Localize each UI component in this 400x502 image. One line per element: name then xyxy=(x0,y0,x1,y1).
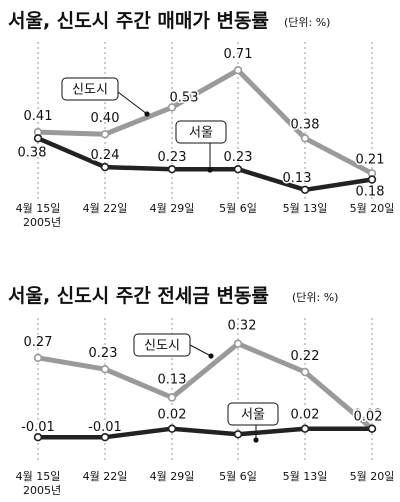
data-label: 0.18 xyxy=(356,185,385,200)
x-tick-label: 5월 20일 xyxy=(350,469,395,483)
x-axis-year: 2005년 xyxy=(23,484,61,497)
data-label: 0.53 xyxy=(170,90,199,105)
data-point xyxy=(100,365,110,374)
data-point xyxy=(300,134,310,143)
series-callout: 신도시 xyxy=(61,77,150,117)
data-point xyxy=(300,367,310,377)
chart-title: 서울, 신도시 주간 매매가 변동률 xyxy=(8,10,269,32)
data-labels: 0.41 0.40 0.53 0.71 0.38 0.21 0.38 0.24 0.23 0.23… xyxy=(16,46,386,201)
data-point xyxy=(167,393,177,402)
series-callout: 서울 xyxy=(175,120,227,173)
series-callout: 신도시 xyxy=(133,333,214,359)
x-tick-label: 4월 22일 xyxy=(83,201,128,215)
data-point xyxy=(100,130,110,139)
x-tick-label: 5월 13일 xyxy=(283,469,328,483)
x-tick-label: 5월 20일 xyxy=(350,201,395,215)
data-point xyxy=(367,424,377,433)
data-point xyxy=(233,65,243,75)
x-tick-label: 5월 6일 xyxy=(219,469,257,483)
chart-title: 서울, 신도시 주간 전세금 변동률 xyxy=(8,285,269,307)
series-line-0 xyxy=(35,341,375,432)
callout-box xyxy=(227,402,279,426)
series-line-1 xyxy=(35,136,375,193)
x-tick-label: 4월 29일 xyxy=(150,201,195,215)
callout-box xyxy=(175,120,227,144)
data-label: 0.38 xyxy=(18,145,47,160)
data-point xyxy=(233,430,243,439)
data-point xyxy=(233,339,243,348)
x-tick-label: 4월 15일 xyxy=(16,469,61,483)
data-point xyxy=(100,433,110,442)
series-lines xyxy=(35,67,375,193)
data-label: 0.32 xyxy=(228,319,257,334)
grid xyxy=(37,318,373,462)
series-name-label: 서울 xyxy=(241,408,265,423)
data-label: 0.02 xyxy=(158,408,187,423)
data-point xyxy=(167,424,177,433)
chart-sale-price: 서울, 신도시 주간 매매가 변동률 (단위: %) 0.41 0.400.530… xyxy=(8,10,394,229)
data-point xyxy=(167,103,177,112)
data-point xyxy=(33,353,43,362)
data-point xyxy=(33,134,43,143)
x-tick-label: 4월 15일 xyxy=(16,201,61,215)
data-label: 0.22 xyxy=(291,349,320,364)
series-callout: 서울 xyxy=(227,402,279,443)
x-tick-label: 4월 29일 xyxy=(150,469,195,483)
data-point xyxy=(233,165,243,174)
series-lines xyxy=(35,341,375,440)
data-label: 0.40 xyxy=(91,111,120,126)
data-label: 0.41 xyxy=(24,109,53,124)
x-axis-year: 2005년 xyxy=(23,216,61,229)
data-point xyxy=(33,433,43,442)
series-line-0 xyxy=(35,67,375,176)
data-label: 0.13 xyxy=(283,171,312,186)
data-label: 0.71 xyxy=(224,47,253,62)
series-name-label: 신도시 xyxy=(144,339,180,354)
data-point xyxy=(167,165,177,174)
x-axis-ticks: 4월 15일 4월 22일 4월 29일 5월 6일 5월 13일 5월 20일 xyxy=(16,201,395,215)
x-tick-label: 4월 22일 xyxy=(83,469,128,483)
data-labels: 0.270.230.130.320.220.02-0.01-0.010.0200… xyxy=(20,317,384,437)
chart-jeonse-deposit: 서울, 신도시 주간 전세금 변동률 (단위: %) 0.27 0.23 0.13 0… xyxy=(8,285,394,497)
data-label: -0.01 xyxy=(88,420,122,435)
data-label: 0.24 xyxy=(91,148,120,163)
x-axis-ticks: 4월 15일 4월 22일 4월 29일 5월 6일 5월 13일 5월 20일 xyxy=(16,469,395,483)
data-label: 0.27 xyxy=(24,335,53,350)
series-line-1 xyxy=(35,426,375,440)
x-tick-label: 5월 13일 xyxy=(283,201,328,215)
data-label: 0.13 xyxy=(158,373,187,388)
series-name-label: 신도시 xyxy=(72,83,108,98)
data-label: 0.23 xyxy=(89,346,118,361)
data-point xyxy=(300,185,310,195)
data-label: 0.23 xyxy=(158,150,187,165)
chart-unit: (단위: %) xyxy=(284,16,330,29)
data-label: 0.02 xyxy=(354,410,383,425)
x-tick-label: 5월 6일 xyxy=(219,201,257,215)
callout-box xyxy=(133,333,191,357)
data-point xyxy=(100,162,110,172)
data-label: -0.01 xyxy=(21,420,55,435)
data-label: 0.02 xyxy=(354,408,383,423)
series-points xyxy=(33,339,377,442)
data-label: 0.23 xyxy=(224,150,253,165)
callout-box xyxy=(61,77,119,101)
chart-unit: (단위: %) xyxy=(292,291,338,304)
data-point xyxy=(367,175,377,184)
series-name-label: 서울 xyxy=(189,126,213,141)
data-label: 0.38 xyxy=(291,117,320,132)
data-label: 0.21 xyxy=(356,152,385,167)
data-label: 0.02 xyxy=(291,408,320,423)
data-point xyxy=(300,424,310,433)
series-points xyxy=(33,65,377,195)
